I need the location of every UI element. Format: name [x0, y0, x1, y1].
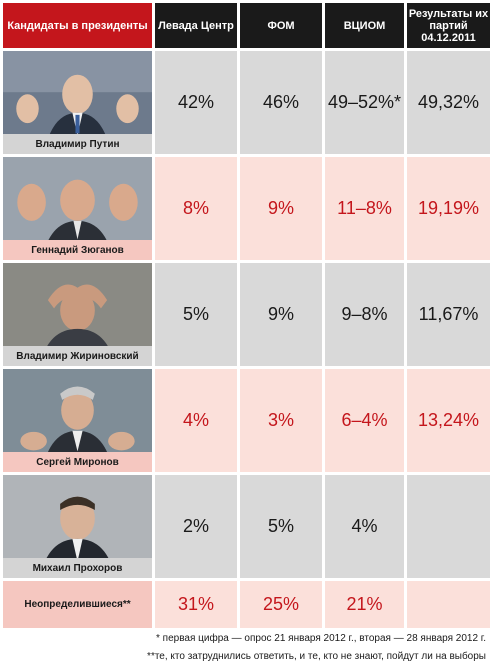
candidate-cell: Сергей Миронов: [0, 366, 155, 475]
fom-value: 3%: [237, 366, 325, 475]
party-result-value: [404, 578, 490, 631]
candidate-name: Владимир Путин: [4, 134, 151, 153]
header-fom: ФОМ: [237, 0, 325, 51]
candidate-name: Владимир Жириновский: [4, 346, 151, 365]
fom-value: 5%: [237, 472, 325, 581]
header-levada: Левада Центр: [152, 0, 240, 51]
poll-table: Кандидаты в президенты Левада Центр ФОМ …: [0, 0, 490, 631]
fom-value: 25%: [237, 578, 325, 631]
table-row: Сергей Миронов 4% 3% 6–4% 13,24%: [0, 366, 490, 475]
candidate-name: Геннадий Зюганов: [4, 240, 151, 259]
candidate-cell: Владимир Жириновский: [0, 260, 155, 369]
header-results: Результаты их партий 04.12.2011: [404, 0, 490, 51]
candidate-name: Михаил Прохоров: [4, 558, 151, 577]
party-result-value: 49,32%: [404, 48, 490, 157]
fom-value: 9%: [237, 154, 325, 263]
party-result-value: 19,19%: [404, 154, 490, 263]
vciom-value: 9–8%: [322, 260, 407, 369]
levada-value: 8%: [152, 154, 240, 263]
undecided-row: Неопределившиеся** 31% 25% 21%: [0, 578, 490, 631]
footnote-dates: * первая цифра — опрос 21 января 2012 г.…: [156, 633, 486, 644]
undecided-label: Неопределившиеся**: [0, 578, 155, 631]
table-row: Владимир Путин 42% 46% 49–52%* 49,32%: [0, 48, 490, 157]
levada-value: 31%: [152, 578, 240, 631]
fom-value: 9%: [237, 260, 325, 369]
table-row: Михаил Прохоров 2% 5% 4%: [0, 472, 490, 581]
vciom-value: 11–8%: [322, 154, 407, 263]
footnote-undecided: **те, кто затруднились ответить, и те, к…: [147, 651, 486, 662]
header-row: Кандидаты в президенты Левада Центр ФОМ …: [0, 0, 490, 51]
header-candidates: Кандидаты в президенты: [0, 0, 155, 51]
levada-value: 5%: [152, 260, 240, 369]
levada-value: 2%: [152, 472, 240, 581]
vciom-value: 6–4%: [322, 366, 407, 475]
candidate-cell: Михаил Прохоров: [0, 472, 155, 581]
vciom-value: 21%: [322, 578, 407, 631]
party-result-value: [404, 472, 490, 581]
fom-value: 46%: [237, 48, 325, 157]
levada-value: 42%: [152, 48, 240, 157]
candidate-photo: [4, 52, 151, 153]
vciom-value: 49–52%*: [322, 48, 407, 157]
footnotes: * первая цифра — опрос 21 января 2012 г.…: [0, 630, 490, 666]
party-result-value: 13,24%: [404, 366, 490, 475]
candidate-cell: Геннадий Зюганов: [0, 154, 155, 263]
candidate-cell: Владимир Путин: [0, 48, 155, 157]
candidate-name: Сергей Миронов: [4, 452, 151, 471]
table-row: Владимир Жириновский 5% 9% 9–8% 11,67%: [0, 260, 490, 369]
levada-value: 4%: [152, 366, 240, 475]
header-vciom: ВЦИОМ: [322, 0, 407, 51]
table-row: Геннадий Зюганов 8% 9% 11–8% 19,19%: [0, 154, 490, 263]
party-result-value: 11,67%: [404, 260, 490, 369]
vciom-value: 4%: [322, 472, 407, 581]
